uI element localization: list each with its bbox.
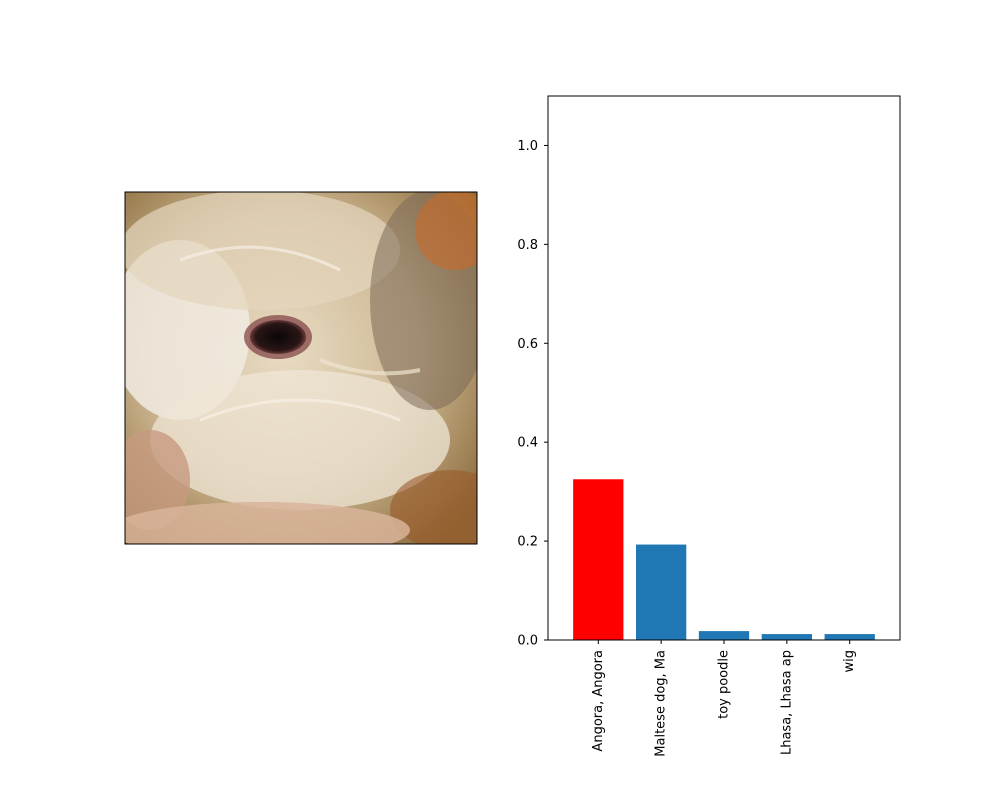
bars-group [573, 479, 875, 640]
y-tick-label-0: 0.0 [517, 634, 538, 649]
x-tick-label-3: Lhasa, Lhasa ap [779, 650, 794, 755]
x-tick-label-0: Angora, Angora [591, 650, 606, 752]
y-tick-label-5: 1.0 [517, 139, 538, 154]
y-axis: 0.0 0.2 0.4 0.6 0.8 1.0 [517, 139, 548, 649]
photo-frame [124, 191, 478, 545]
bar-1 [636, 544, 687, 640]
x-axis: Angora, Angora Maltese dog, Ma toy poodle L… [591, 640, 857, 757]
bar-chart: 0.0 0.2 0.4 0.6 0.8 1.0 Angora, Angora Maltese… [517, 95, 901, 757]
photo-panel [124, 191, 478, 545]
y-tick-label-3: 0.6 [517, 337, 538, 352]
y-tick-label-2: 0.4 [517, 436, 538, 451]
x-tick-label-2: toy poodle [717, 650, 732, 719]
x-tick-label-4: wig [842, 650, 857, 673]
photo [125, 192, 477, 544]
bar-2 [698, 631, 750, 640]
bar-3 [761, 634, 812, 640]
y-tick-label-4: 0.8 [517, 238, 538, 253]
bar-0 [573, 479, 624, 640]
y-tick-label-1: 0.2 [517, 535, 538, 550]
plot-frame [547, 95, 901, 641]
bar-4 [824, 634, 875, 640]
x-tick-label-1: Maltese dog, Ma [654, 650, 669, 757]
eye [250, 320, 306, 354]
